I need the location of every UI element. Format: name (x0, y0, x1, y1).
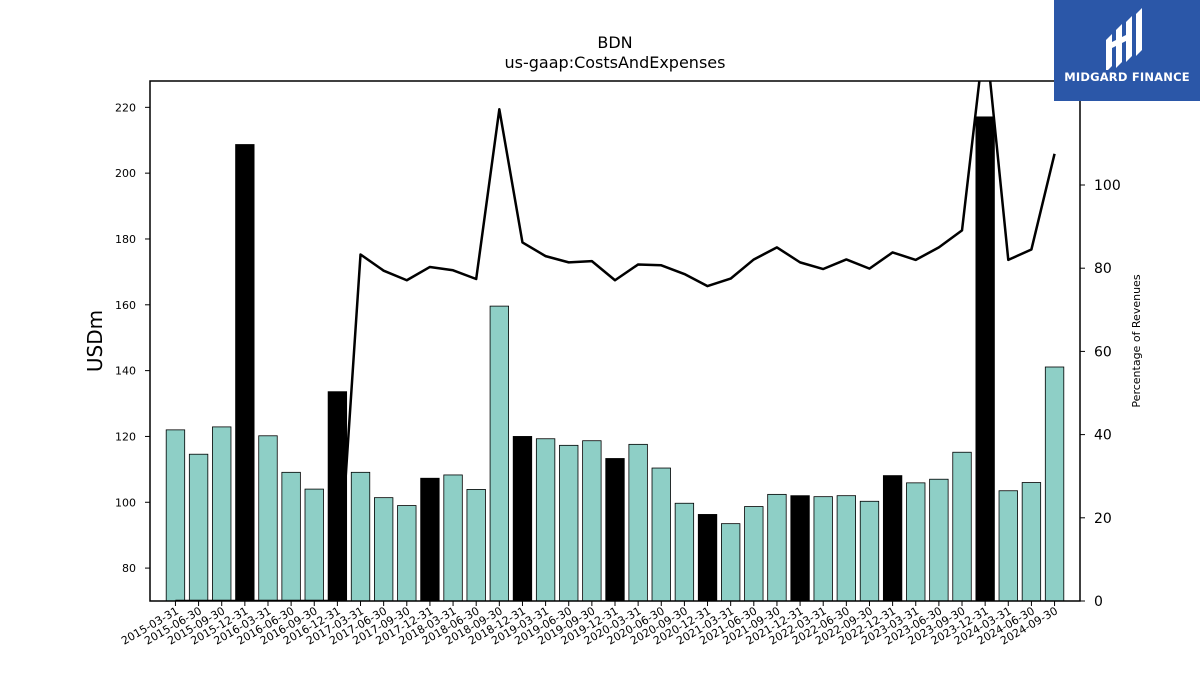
bar (721, 523, 741, 601)
y-tick-label: 160 (115, 299, 136, 312)
bar (744, 506, 764, 601)
y2-tick-label: 80 (1094, 261, 1112, 277)
line-series (175, 81, 1056, 601)
chart-subtitle: us-gaap:CostsAndExpenses (505, 53, 726, 72)
bar (975, 116, 995, 601)
bar (605, 458, 625, 601)
bar (258, 435, 278, 601)
y2-tick-label: 100 (1094, 178, 1121, 194)
y2-tick-label: 20 (1094, 511, 1112, 527)
bar (212, 426, 232, 601)
bar (165, 429, 186, 601)
y-tick-label: 180 (115, 233, 136, 246)
bar (1021, 482, 1042, 601)
bar (188, 453, 209, 601)
bar (304, 488, 324, 601)
bar (443, 474, 463, 601)
bar (350, 471, 371, 601)
bar (813, 496, 833, 601)
bar (651, 467, 671, 601)
bar (836, 495, 856, 601)
bar (235, 144, 255, 601)
y2-tick-label: 0 (1094, 594, 1103, 610)
logo-text: MIDGARD FINANCE (1064, 70, 1190, 84)
bar (582, 440, 602, 601)
midgard-finance-logo: MIDGARD FINANCE (1054, 0, 1200, 101)
bar (1044, 366, 1065, 601)
bar (628, 443, 648, 601)
chart-title: BDN (597, 33, 632, 52)
y2-tick-label: 60 (1094, 344, 1112, 360)
bar (697, 514, 718, 601)
bar (512, 436, 533, 601)
bar (535, 438, 556, 601)
y-axis-label: USDm (83, 310, 107, 372)
logo-mark-icon (1106, 8, 1142, 70)
bar (790, 495, 810, 601)
bar (998, 490, 1018, 601)
bar (397, 505, 417, 601)
y-tick-label: 100 (115, 496, 136, 509)
y-tick-label: 140 (115, 365, 136, 378)
y2-tick-label: 40 (1094, 428, 1112, 444)
bar (489, 305, 509, 601)
bar (559, 444, 579, 601)
bar (674, 502, 695, 601)
bar (420, 477, 440, 601)
y-tick-label: 120 (115, 430, 136, 443)
bar (906, 482, 926, 601)
bar-series (165, 116, 1065, 601)
bar (882, 475, 903, 601)
bar (952, 451, 972, 601)
bar (859, 500, 880, 601)
y-tick-label: 80 (122, 562, 136, 575)
bar (374, 497, 394, 601)
axes: 801001201401601802002200204060801002015-… (115, 80, 1121, 648)
line-series-group (175, 81, 1056, 601)
bar (929, 478, 949, 601)
y2-axis-label: Percentage of Revenues (1130, 274, 1143, 407)
bar (281, 471, 301, 601)
bar (767, 493, 787, 601)
y-tick-label: 220 (115, 101, 136, 114)
bar (466, 489, 486, 601)
y-tick-label: 200 (115, 167, 136, 180)
